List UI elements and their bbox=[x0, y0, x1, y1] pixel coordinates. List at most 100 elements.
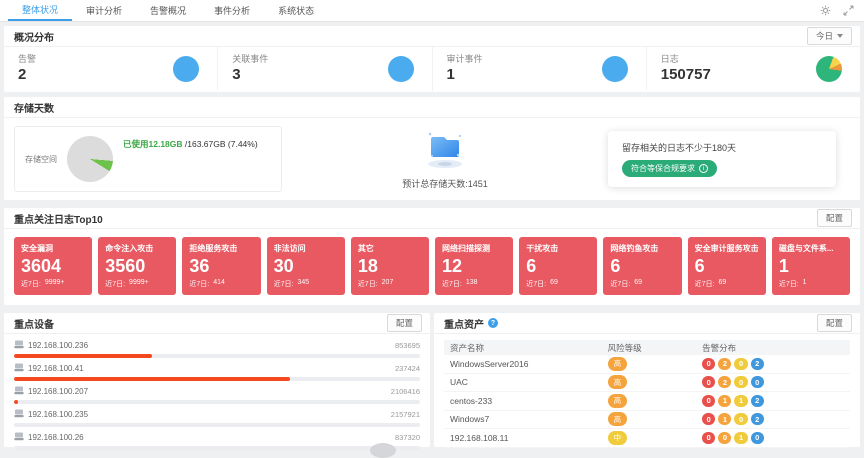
device-bar-track bbox=[14, 354, 420, 358]
asset-name: centos-233 bbox=[450, 395, 493, 406]
log-card-security-service[interactable]: 安全审计服务攻击 6 近7日: 69 bbox=[687, 237, 766, 295]
log-card-others[interactable]: 其它 18 近7日: 207 bbox=[350, 237, 430, 295]
col-asset-name: 资产名称 bbox=[450, 342, 485, 353]
recent-label: 近7日: bbox=[442, 280, 462, 288]
expand-icon[interactable] bbox=[843, 5, 854, 16]
storage-used-label: 已使用12.18GB bbox=[123, 139, 183, 149]
assets-config-button[interactable]: 配置 bbox=[816, 314, 852, 332]
log-card-value: 3604 bbox=[21, 256, 62, 276]
log-card-value: 18 bbox=[357, 256, 378, 276]
log-card-illegal-access[interactable]: 非法访问 30 近7日: 345 bbox=[266, 237, 345, 295]
storage-days-block: 预计总存储天数:1451 bbox=[282, 128, 608, 190]
alert-count-low: 2 bbox=[750, 357, 764, 370]
tab-audit-analysis[interactable]: 审计分析 bbox=[86, 6, 123, 16]
recent-value: 1 bbox=[802, 278, 807, 286]
compliance-badge-button[interactable]: 符合等保合规要求 i bbox=[622, 160, 717, 177]
stat-value: 1 bbox=[446, 66, 455, 83]
asset-name: WindowsServer2016 bbox=[450, 358, 529, 369]
period-dropdown[interactable]: 今日 bbox=[806, 27, 852, 45]
compliance-badge-label: 符合等保合规要求 bbox=[631, 164, 695, 173]
log-card-value: 6 bbox=[694, 256, 705, 276]
device-bar-track bbox=[14, 377, 420, 381]
tab-event-analysis[interactable]: 事件分析 bbox=[214, 6, 251, 16]
log-pie-chart-icon bbox=[816, 56, 842, 82]
log-card-interference[interactable]: 干扰攻击 6 近7日: 69 bbox=[519, 237, 598, 295]
log-card-dos-attack[interactable]: 拒绝服务攻击 36 近7日: 414 bbox=[182, 237, 261, 295]
stat-label: 日志 bbox=[660, 54, 679, 64]
log-card-title: 干扰攻击 bbox=[526, 244, 559, 253]
col-alert-distribution: 告警分布 bbox=[702, 342, 737, 353]
asset-row: Windows7 高 0 1 0 2 bbox=[444, 411, 850, 429]
help-question-icon[interactable]: ? bbox=[488, 318, 498, 328]
gear-icon[interactable] bbox=[820, 5, 831, 16]
log-card-title: 命令注入攻击 bbox=[105, 244, 154, 253]
log-card-disk-filesystem[interactable]: 磁盘与文件系... 1 近7日: 1 bbox=[771, 237, 851, 295]
alert-count-medium: 1 bbox=[734, 394, 748, 407]
device-value: 2157921 bbox=[390, 410, 420, 419]
recent-value: 414 bbox=[213, 278, 225, 286]
log-card-title: 安全漏洞 bbox=[21, 244, 53, 253]
key-assets-title: 重点资产 bbox=[444, 319, 484, 331]
alert-count-critical: 0 bbox=[702, 413, 716, 426]
log-card-cmd-injection[interactable]: 命令注入攻击 3560 近7日: 9999+ bbox=[98, 237, 177, 295]
log-card-value: 30 bbox=[273, 256, 294, 276]
compliance-note-text: 留存相关的日志不少于180天 bbox=[622, 143, 737, 153]
recent-value: 9999+ bbox=[129, 278, 149, 286]
device-bar-fill bbox=[14, 377, 291, 381]
device-ip: 192.168.100.26 bbox=[28, 433, 84, 442]
storage-title: 存储天数 bbox=[14, 103, 54, 115]
log-card-title: 其它 bbox=[357, 244, 374, 253]
alert-count-critical: 0 bbox=[702, 394, 716, 407]
alert-count-low: 0 bbox=[750, 431, 764, 444]
device-icon bbox=[14, 363, 24, 374]
recent-label: 近7日: bbox=[21, 280, 41, 288]
device-row: 192.168.100.235 2157921 bbox=[14, 409, 420, 427]
recent-label: 近7日: bbox=[189, 280, 210, 288]
assets-table: 资产名称 风险等级 告警分布 WindowsServer2016 高 0 2 0… bbox=[434, 334, 860, 448]
top-logs-config-button[interactable]: 配置 bbox=[816, 209, 852, 227]
stat-correlated-events: 关联事件 3 bbox=[217, 47, 431, 91]
log-card-network-scan[interactable]: 网络扫描探测 12 近7日: 138 bbox=[435, 237, 514, 295]
alert-count-high: 1 bbox=[718, 394, 732, 407]
log-card-title: 非法访问 bbox=[273, 244, 306, 253]
key-assets-section: 重点资产 ? 配置 资产名称 风险等级 告警分布 WindowsServer20… bbox=[434, 313, 860, 448]
device-icon bbox=[14, 432, 24, 443]
asset-name: 192.168.108.11 bbox=[450, 432, 509, 443]
alert-count-low: 0 bbox=[750, 376, 764, 389]
log-card-value: 6 bbox=[610, 256, 621, 276]
alert-count-medium: 0 bbox=[734, 413, 748, 426]
overview-section: 概况分布 今日 告警 2 关联事件 3 审计事件 1 日志 150757 bbox=[4, 26, 860, 92]
stat-label: 告警 bbox=[18, 54, 37, 64]
log-card-phishing[interactable]: 网络钓鱼攻击 6 近7日: 69 bbox=[603, 237, 682, 295]
device-icon bbox=[14, 409, 24, 420]
asset-row: UAC 高 0 2 0 0 bbox=[444, 374, 850, 392]
devices-config-button[interactable]: 配置 bbox=[386, 314, 422, 332]
audit-donut-icon bbox=[601, 56, 628, 82]
folder-icon bbox=[422, 128, 468, 175]
risk-badge: 高 bbox=[607, 393, 628, 408]
stat-label: 审计事件 bbox=[446, 54, 483, 64]
recent-value: 69 bbox=[718, 278, 727, 286]
log-card-title: 磁盘与文件系... bbox=[778, 244, 834, 253]
stat-value: 2 bbox=[18, 66, 27, 83]
bottom-row: 重点设备 配置 192.168.100.236 853695 192.168.1… bbox=[4, 313, 860, 450]
recent-label: 近7日: bbox=[357, 280, 378, 288]
alert-count-critical: 0 bbox=[702, 431, 716, 444]
tab-alert-overview[interactable]: 告警概况 bbox=[150, 6, 187, 16]
key-devices-title: 重点设备 bbox=[14, 319, 54, 331]
alert-count-high: 1 bbox=[718, 413, 732, 426]
tab-overall-status[interactable]: 整体状况 bbox=[8, 0, 73, 21]
risk-badge: 中 bbox=[607, 430, 628, 445]
log-card-value: 1 bbox=[778, 256, 789, 276]
log-card-value: 12 bbox=[442, 256, 463, 276]
overview-title: 概况分布 bbox=[14, 32, 54, 44]
recent-label: 近7日: bbox=[273, 280, 294, 288]
log-card-security-vuln[interactable]: 安全漏洞 3604 近7日: 9999+ bbox=[14, 237, 93, 295]
tab-system-status[interactable]: 系统状态 bbox=[278, 6, 315, 16]
device-ip: 192.168.100.235 bbox=[28, 410, 89, 419]
recent-value: 9999+ bbox=[44, 278, 65, 286]
recent-label: 近7日: bbox=[694, 280, 715, 288]
device-row: 192.168.100.236 853695 bbox=[14, 340, 420, 358]
asset-name: UAC bbox=[450, 377, 468, 388]
stat-label: 关联事件 bbox=[232, 54, 269, 64]
